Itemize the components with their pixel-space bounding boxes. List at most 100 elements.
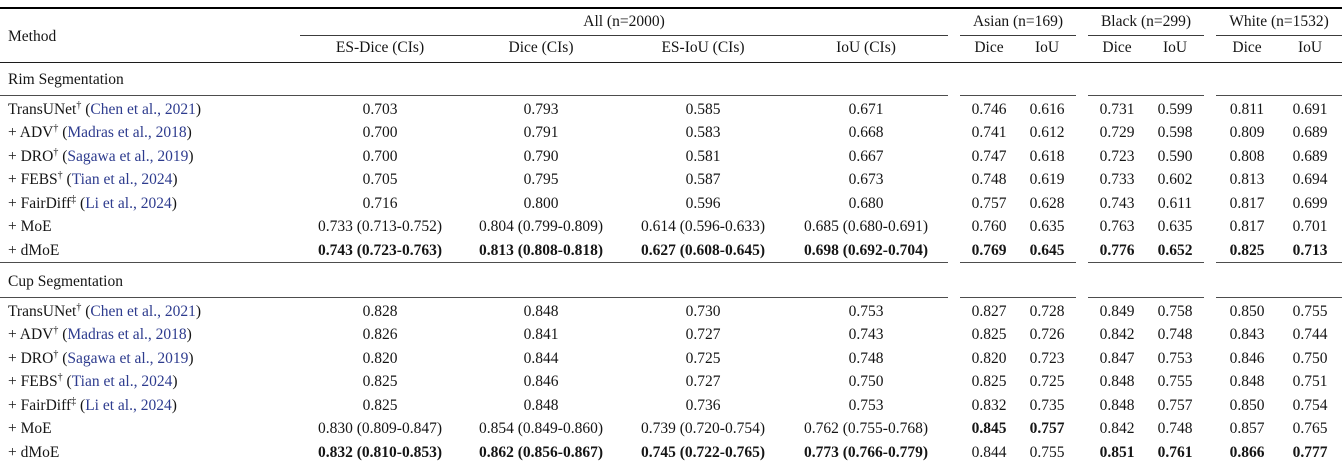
value-cell: 0.750 xyxy=(848,373,884,390)
rule-segment xyxy=(1216,94,1342,98)
citation-paren-open: ( xyxy=(76,194,86,212)
value-cell: 0.844 xyxy=(971,443,1007,461)
method-marker: † xyxy=(53,348,59,360)
citation-paren-close: ) xyxy=(171,194,177,212)
value-cell: 0.750 xyxy=(1292,349,1328,367)
method-label: TransUNet xyxy=(8,100,77,118)
column-spacer xyxy=(1204,98,1216,122)
value-cell: 0.746 xyxy=(971,100,1007,118)
method-label: + dMoE xyxy=(8,443,60,461)
column-spacer xyxy=(1204,441,1216,465)
value-cell: 0.857 xyxy=(1229,420,1265,437)
value-cell: 0.751 xyxy=(1292,373,1328,390)
column-spacer xyxy=(1204,8,1216,36)
value-cell: 0.862 (0.856-0.867) xyxy=(479,443,603,461)
rule-segment xyxy=(300,262,948,265)
method-label: + FEBS xyxy=(8,373,58,390)
citation-paren-open: ( xyxy=(76,396,86,414)
method-marker: † xyxy=(57,371,63,383)
column-spacer xyxy=(1204,192,1216,216)
citation-link[interactable]: Madras et al., 2018 xyxy=(67,124,187,141)
value-cell: 0.755 xyxy=(1029,443,1065,461)
citation-link[interactable]: Chen et al., 2021 xyxy=(90,302,196,320)
value-cell: 0.671 xyxy=(848,100,884,118)
value-cell: 0.825 xyxy=(971,373,1007,390)
value-cell: 0.754 xyxy=(1292,396,1328,414)
value-cell: 0.762 (0.755-0.768) xyxy=(804,420,928,437)
method-marker: † xyxy=(53,324,59,336)
column-spacer xyxy=(1076,168,1088,192)
value-cell: 0.813 (0.808-0.818) xyxy=(479,241,603,259)
value-cell: 0.849 xyxy=(1099,302,1135,320)
value-cell: 0.587 xyxy=(685,171,721,188)
value-cell: 0.820 xyxy=(971,349,1007,367)
citation-paren-open: ( xyxy=(62,171,72,188)
value-cell: 0.843 xyxy=(1229,326,1265,343)
value-cell: 0.618 xyxy=(1029,147,1065,165)
value-cell: 0.832 (0.810-0.853) xyxy=(318,443,442,461)
value-cell: 0.743 (0.723-0.763) xyxy=(318,241,442,259)
citation-link[interactable]: Tian et al., 2024 xyxy=(71,171,173,188)
value-cell: 0.726 xyxy=(1029,326,1065,343)
value-cell: 0.748 xyxy=(848,349,884,367)
value-cell: 0.832 xyxy=(971,396,1007,414)
method-marker: † xyxy=(53,122,59,134)
value-cell: 0.846 xyxy=(1229,349,1265,367)
section-title: Cup Segmentation xyxy=(8,273,123,290)
value-cell: 0.761 xyxy=(1157,443,1193,461)
column-spacer xyxy=(948,192,960,216)
column-spacer xyxy=(948,441,960,465)
value-cell: 0.830 (0.809-0.847) xyxy=(318,420,442,437)
table-row: + FEBS† (Tian et al., 2024) 0.825 0.846 0.7… xyxy=(0,370,1342,394)
citation-link[interactable]: Tian et al., 2024 xyxy=(71,373,173,390)
col-header-black-iou: IoU xyxy=(1146,35,1205,63)
citation-link[interactable]: Li et al., 2024 xyxy=(85,396,172,414)
citation-paren-open: ( xyxy=(58,147,68,165)
citation-link[interactable]: Chen et al., 2021 xyxy=(90,100,196,118)
section-rule-row xyxy=(0,296,1342,300)
column-spacer xyxy=(1076,98,1088,122)
value-cell: 0.753 xyxy=(1157,349,1193,367)
column-spacer xyxy=(1204,323,1216,347)
value-cell: 0.713 xyxy=(1292,241,1328,259)
rule-segment xyxy=(960,94,1077,98)
value-cell: 0.729 xyxy=(1099,124,1135,141)
table-row: + dMoE 0.743 (0.723-0.763) 0.813 (0.808-0.… xyxy=(0,239,1342,263)
table-header: Method All (n=2000) Asian (n=169) Black … xyxy=(0,8,1342,63)
citation-paren-close: ) xyxy=(172,373,178,390)
value-cell: 0.700 xyxy=(362,147,398,165)
value-cell: 0.866 xyxy=(1229,443,1265,461)
column-spacer xyxy=(1204,370,1216,394)
column-spacer xyxy=(1204,394,1216,418)
method-column-header: Method xyxy=(0,8,300,63)
col-header-es-dice: ES-Dice (CIs) xyxy=(300,35,460,63)
value-cell: 0.755 xyxy=(1157,373,1193,390)
subcolumn-header-row: ES-Dice (CIs) Dice (CIs) ES-IoU (CIs) Io… xyxy=(0,35,1342,63)
value-cell: 0.763 xyxy=(1099,218,1135,235)
value-cell: 0.776 xyxy=(1099,241,1135,259)
value-cell: 0.739 (0.720-0.754) xyxy=(641,420,765,437)
col-header-iou: IoU (CIs) xyxy=(784,35,948,63)
column-spacer xyxy=(1204,417,1216,441)
value-cell: 0.680 xyxy=(848,194,884,212)
method-cell: + FairDiff‡ (Li et al., 2024) xyxy=(0,192,300,216)
citation-link[interactable]: Madras et al., 2018 xyxy=(67,326,187,343)
column-spacer xyxy=(1076,8,1088,36)
value-cell: 0.698 (0.692-0.704) xyxy=(804,241,928,259)
value-cell: 0.699 xyxy=(1292,194,1328,212)
value-cell: 0.691 xyxy=(1292,100,1328,118)
results-table: Method All (n=2000) Asian (n=169) Black … xyxy=(0,7,1342,464)
column-spacer xyxy=(1076,323,1088,347)
citation-link[interactable]: Li et al., 2024 xyxy=(85,194,172,212)
table-row: + DRO† (Sagawa et al., 2019) 0.820 0.844 0.… xyxy=(0,347,1342,371)
value-cell: 0.795 xyxy=(523,171,559,188)
value-cell: 0.773 (0.766-0.779) xyxy=(804,443,928,461)
rule-segment xyxy=(0,94,300,98)
column-spacer xyxy=(948,98,960,122)
method-marker: † xyxy=(53,146,59,158)
value-cell: 0.790 xyxy=(523,147,559,165)
citation-link[interactable]: Sagawa et al., 2019 xyxy=(67,349,189,367)
citation-link[interactable]: Sagawa et al., 2019 xyxy=(67,147,189,165)
method-label: + FairDiff xyxy=(8,194,72,212)
value-cell: 0.599 xyxy=(1157,100,1193,118)
